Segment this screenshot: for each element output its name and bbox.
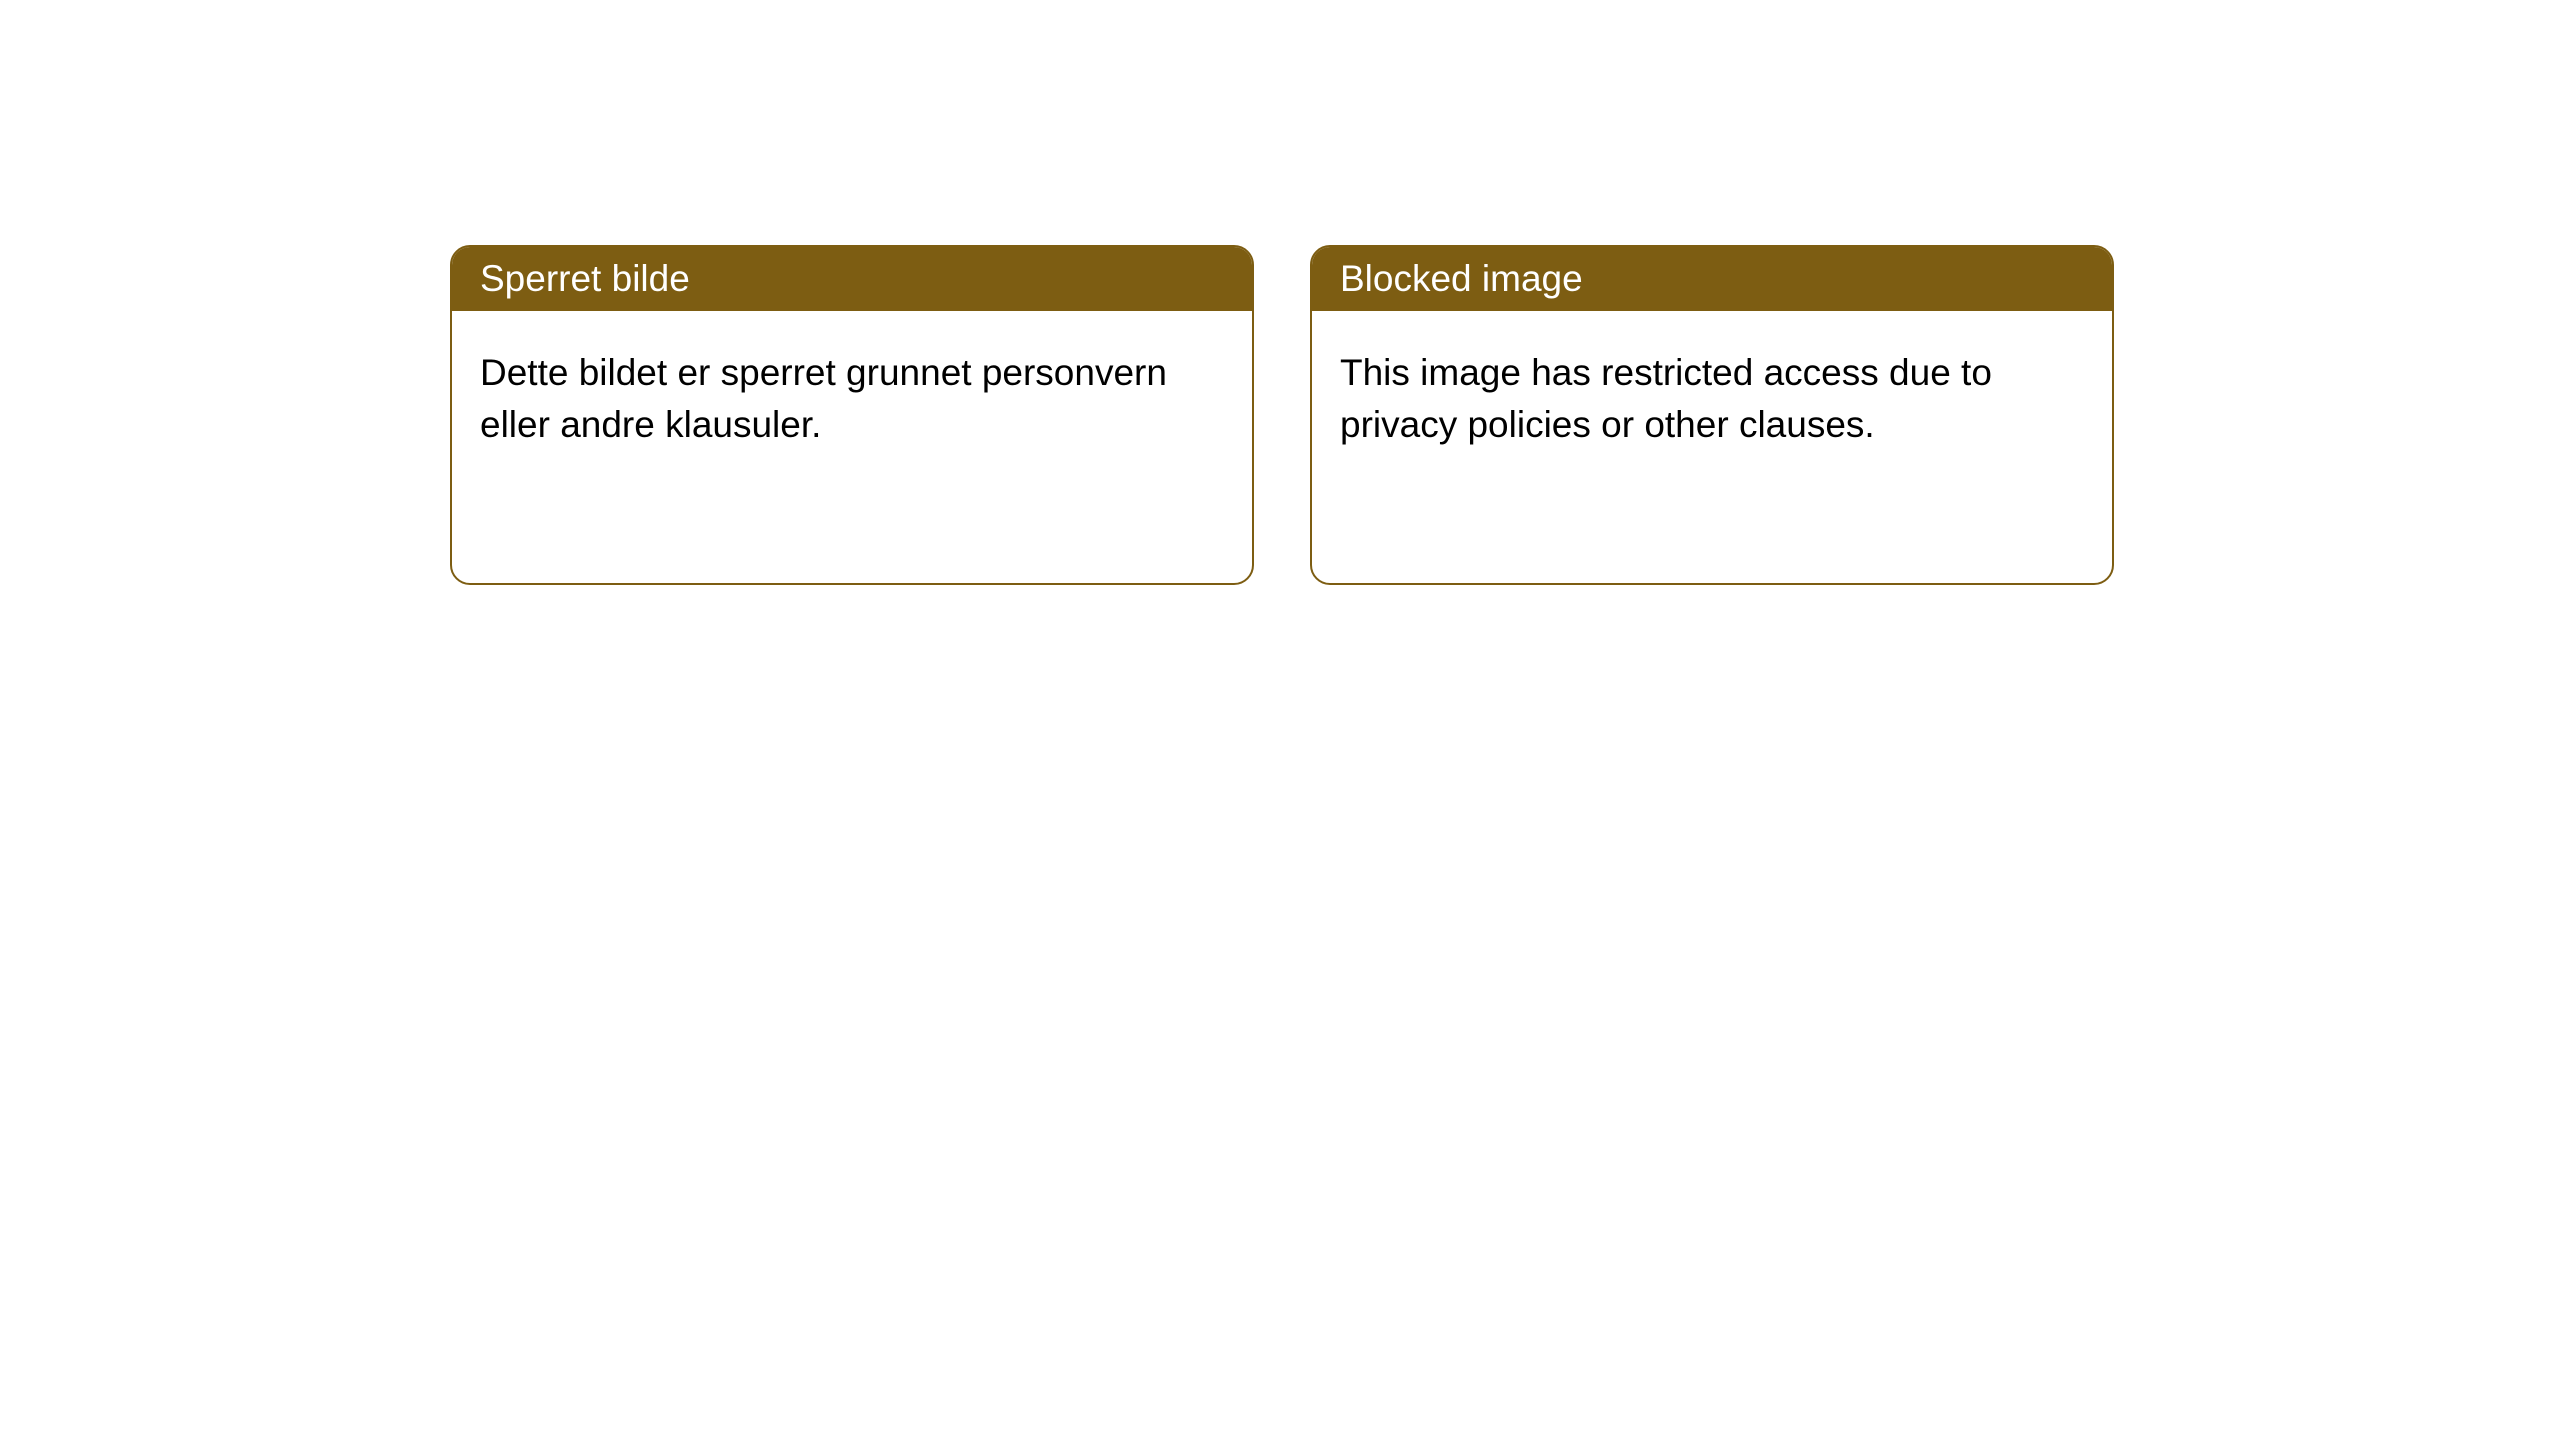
card-header: Blocked image xyxy=(1312,247,2112,311)
card-body-text: Dette bildet er sperret grunnet personve… xyxy=(480,352,1167,445)
blocked-image-card-no: Sperret bilde Dette bildet er sperret gr… xyxy=(450,245,1254,585)
card-title: Blocked image xyxy=(1340,258,1583,299)
card-container: Sperret bilde Dette bildet er sperret gr… xyxy=(450,245,2114,585)
card-title: Sperret bilde xyxy=(480,258,690,299)
card-header: Sperret bilde xyxy=(452,247,1252,311)
card-body: Dette bildet er sperret grunnet personve… xyxy=(452,311,1252,487)
card-body-text: This image has restricted access due to … xyxy=(1340,352,1992,445)
card-body: This image has restricted access due to … xyxy=(1312,311,2112,487)
blocked-image-card-en: Blocked image This image has restricted … xyxy=(1310,245,2114,585)
